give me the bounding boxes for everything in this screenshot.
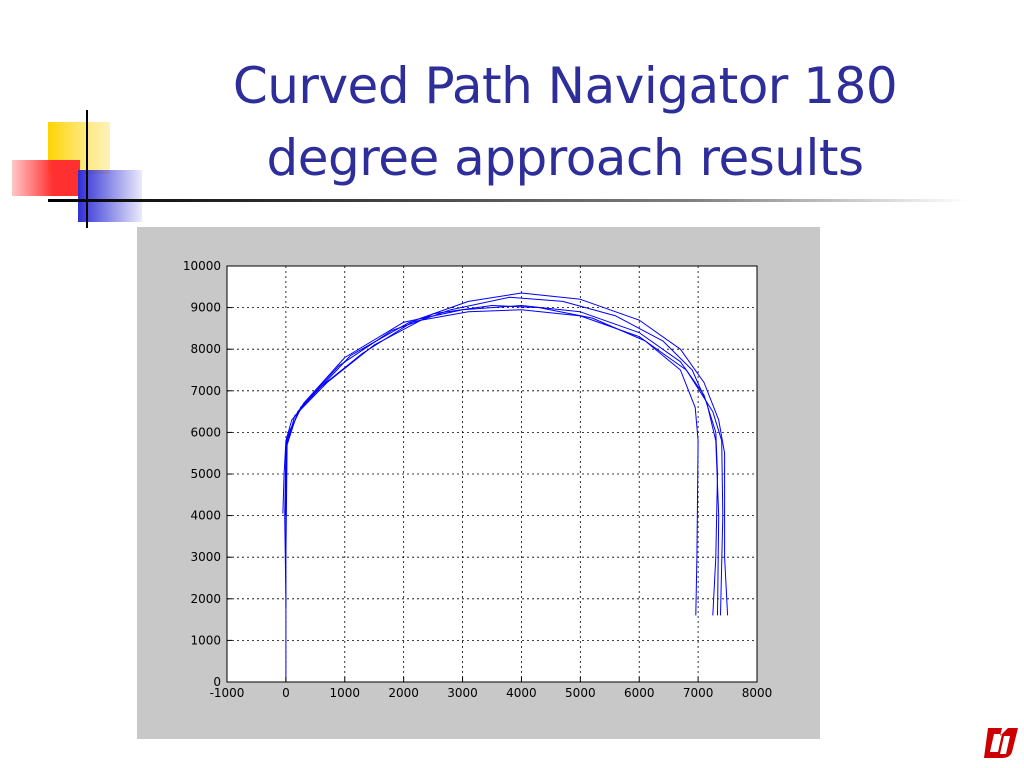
corner-decoration <box>12 110 968 228</box>
x-tick-label: 2000 <box>388 686 419 700</box>
x-tick-label: 4000 <box>506 686 537 700</box>
deco-red-square <box>12 160 80 196</box>
x-tick-label: 8000 <box>742 686 773 700</box>
title-line-2: degree approach results <box>266 129 865 187</box>
series-line-3 <box>285 292 729 616</box>
y-tick-label: 7000 <box>190 384 221 398</box>
series-line-4 <box>285 305 699 616</box>
x-tick-label: 3000 <box>447 686 478 700</box>
y-tick-label: 10000 <box>183 259 221 273</box>
y-tick-label: 5000 <box>190 467 221 481</box>
y-axis-ticks: 0 1000 2000 3000 4000 5000 6000 7000 8000 9000 100… <box>183 259 232 689</box>
university-logo-icon <box>978 722 1022 764</box>
x-tick-label: 1000 <box>330 686 361 700</box>
y-tick-label: 6000 <box>190 425 221 439</box>
y-tick-label: 4000 <box>190 509 221 523</box>
y-tick-label: 9000 <box>190 301 221 315</box>
plot-frame: -1000 0 1000 2000 3000 4000 5000 6000 7000 8000 0… <box>137 227 820 739</box>
series-line-2 <box>282 309 724 616</box>
title-line-1: Curved Path Navigator 180 <box>232 57 898 115</box>
x-tick-label: 7000 <box>683 686 714 700</box>
x-tick-label: 5000 <box>565 686 596 700</box>
y-tick-label: 2000 <box>190 592 221 606</box>
series-group <box>282 292 729 682</box>
x-tick-label: -1000 <box>210 686 245 700</box>
x-axis-ticks: -1000 0 1000 2000 3000 4000 5000 6000 7000 8000 <box>210 677 773 700</box>
y-tick-label: 8000 <box>190 342 221 356</box>
deco-blue-square <box>78 170 142 222</box>
x-tick-label: 6000 <box>624 686 655 700</box>
chart: -1000 0 1000 2000 3000 4000 5000 6000 7000 8000 0… <box>183 259 773 700</box>
series-line-5 <box>284 296 720 616</box>
x-tick-label: 0 <box>282 686 290 700</box>
y-tick-label: 0 <box>213 675 221 689</box>
y-tick-label: 1000 <box>190 633 221 647</box>
deco-horizontal-line <box>48 199 968 202</box>
y-tick-label: 3000 <box>190 550 221 564</box>
page-title: Curved Path Navigator 180 degree approac… <box>150 50 980 194</box>
